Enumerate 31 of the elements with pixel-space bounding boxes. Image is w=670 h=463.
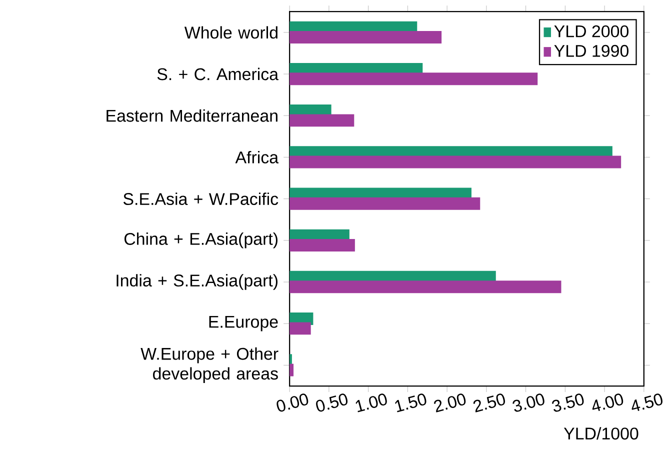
x-axis-title: YLD/1000 bbox=[564, 427, 638, 440]
legend-label: YLD 2000 bbox=[554, 26, 629, 38]
bar bbox=[290, 31, 442, 44]
x-tick-label: 2.00 bbox=[434, 394, 466, 413]
y-tick-label: S.E.Asia + W.Pacific bbox=[123, 192, 278, 206]
y-tick-label: W.Europe + Other developed areas bbox=[140, 348, 278, 384]
bar bbox=[290, 239, 355, 252]
y-tick-label: S. + C. America bbox=[157, 68, 279, 80]
x-tick-label: 0.50 bbox=[316, 394, 348, 412]
x-tick-label: 1.00 bbox=[356, 394, 387, 412]
y-tick-label: Whole world bbox=[184, 26, 278, 39]
y-tick-label: India + S.E.Asia(part) bbox=[116, 274, 278, 290]
bar bbox=[290, 156, 622, 168]
y-tick-label: China + E.Asia(part) bbox=[124, 232, 278, 248]
x-tick-label: 2.50 bbox=[473, 394, 505, 413]
x-tick-label: 1.50 bbox=[395, 394, 426, 412]
x-tick-label: 3.00 bbox=[512, 394, 544, 412]
y-tick-label: E.Europe bbox=[209, 316, 278, 332]
bar bbox=[290, 364, 294, 376]
bar bbox=[290, 72, 538, 86]
x-tick-label: 4.00 bbox=[592, 394, 624, 412]
legend-label: YLD 1990 bbox=[554, 45, 629, 58]
x-tick-label: 3.50 bbox=[552, 394, 584, 412]
y-tick-label: Eastern Mediterranean bbox=[106, 110, 278, 122]
bar bbox=[290, 280, 562, 294]
bar bbox=[290, 198, 480, 210]
x-tick-label: 4.50 bbox=[632, 394, 662, 412]
bar bbox=[290, 322, 311, 335]
y-tick-label: Africa bbox=[235, 151, 279, 164]
x-tick-label: 0.00 bbox=[276, 394, 308, 412]
bar bbox=[290, 114, 354, 127]
